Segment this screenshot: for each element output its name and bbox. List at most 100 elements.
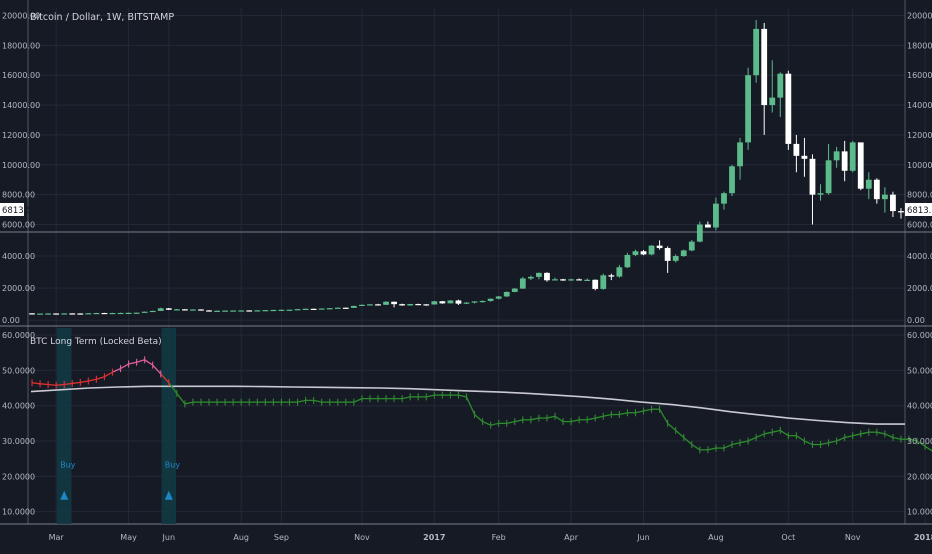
oscillator-segment xyxy=(168,382,178,394)
oscillator-segment xyxy=(176,392,186,405)
candle-body xyxy=(133,312,140,314)
candle-body xyxy=(688,241,695,251)
candle-body xyxy=(721,193,727,204)
price-tick-right: 6000.00 xyxy=(907,221,932,230)
candle-body xyxy=(206,310,212,312)
oscillator-segment xyxy=(160,373,170,384)
candle-body xyxy=(375,304,381,306)
oscillator-segment xyxy=(739,440,749,444)
oscillator-segment xyxy=(635,410,644,414)
candle-body xyxy=(898,211,904,213)
candle-body xyxy=(270,309,277,312)
last-price-right: 6813.52 xyxy=(907,206,932,216)
buy-arrow-icon xyxy=(60,490,69,500)
candle-body xyxy=(278,309,285,311)
oscillator-segment xyxy=(136,359,145,363)
oscillator-segment xyxy=(860,431,869,435)
oscillator-segment xyxy=(892,436,902,440)
oscillator-segment xyxy=(747,436,757,442)
candle-body xyxy=(149,310,156,313)
candle-body xyxy=(350,305,357,308)
oscillator-segment xyxy=(779,429,789,437)
candle-body xyxy=(367,304,373,306)
candle-body xyxy=(568,279,574,281)
oscillator-segment xyxy=(876,431,886,435)
candle-body xyxy=(817,193,824,195)
candle-body xyxy=(624,254,631,268)
time-tick: Mar xyxy=(49,533,65,542)
signal-markers: BuyBuySellSell xyxy=(60,460,181,500)
candle-body xyxy=(785,73,792,144)
oscillator-segment xyxy=(128,361,137,365)
candle-body xyxy=(495,296,502,299)
oscillator-segment xyxy=(820,442,829,446)
moving-average-line xyxy=(30,385,905,425)
price-tick-right: 12000.00 xyxy=(907,131,932,140)
oscillator-segment xyxy=(184,401,194,405)
oscillator-segment xyxy=(844,435,853,439)
candle-body xyxy=(262,310,269,312)
oscillator-segment xyxy=(675,429,685,438)
candle-body xyxy=(334,307,341,309)
oscillator-segment xyxy=(72,381,81,385)
candle-body xyxy=(286,309,293,311)
candle-body xyxy=(680,250,687,257)
candle-body xyxy=(769,97,776,106)
candle-body xyxy=(801,155,808,159)
price-tick-right: 10000.00 xyxy=(907,161,932,170)
candle-body xyxy=(439,301,446,304)
oscillator-segment xyxy=(482,420,491,426)
price-tick-right: 20.0000 xyxy=(907,472,932,481)
candle-body xyxy=(45,313,52,315)
last-price-left: 6813.52 xyxy=(2,206,37,216)
candle-body xyxy=(704,224,711,228)
candle-body xyxy=(190,309,196,311)
oscillator-segment xyxy=(96,376,105,380)
candle-body xyxy=(455,300,462,304)
time-tick: May xyxy=(120,533,137,542)
oscillator-segment xyxy=(884,433,894,439)
candle-body xyxy=(37,313,43,315)
candle-body xyxy=(423,304,430,306)
time-tick: Oct xyxy=(781,533,795,542)
candle-body xyxy=(479,300,486,303)
price-tick-right: 8000.00 xyxy=(907,191,932,200)
candle-body xyxy=(640,251,647,255)
time-tick: 2018 xyxy=(914,533,932,542)
price-tick-left: 60.0000 xyxy=(2,331,35,340)
buy-signal-label: Buy xyxy=(165,460,181,469)
oscillator-segment xyxy=(643,408,652,412)
candle-body xyxy=(825,160,832,194)
price-tick-left: 18000.00 xyxy=(2,41,40,50)
oscillator-segment xyxy=(570,419,580,423)
oscillator-segment xyxy=(683,436,693,446)
candle-body xyxy=(165,308,172,310)
ma-line xyxy=(30,385,905,425)
price-tick-right: 16000.00 xyxy=(907,71,932,80)
candle-body xyxy=(399,304,406,306)
oscillator-segment xyxy=(112,368,121,373)
price-tick-left: 8000.00 xyxy=(2,191,35,200)
oscillator-series xyxy=(31,356,932,454)
candle-body xyxy=(69,313,76,315)
price-tick-left: 10000.00 xyxy=(2,161,40,170)
oscillator-segment xyxy=(40,383,49,386)
candle-body xyxy=(793,143,800,156)
candle-body xyxy=(383,301,389,305)
candle-body xyxy=(672,256,679,261)
time-tick: Aug xyxy=(233,533,249,542)
oscillator-segment xyxy=(506,420,515,424)
oscillator-segment xyxy=(691,443,701,451)
candle-body xyxy=(61,313,68,315)
oscillator-segment xyxy=(530,417,540,421)
buy-signal-band xyxy=(161,328,177,524)
buy-signal-label: Buy xyxy=(60,460,76,469)
price-tick-right: 50.0000 xyxy=(907,366,932,375)
candle-body xyxy=(737,142,743,167)
buy-signal-band xyxy=(56,328,72,524)
candle-body xyxy=(238,310,245,312)
candle-body xyxy=(600,275,607,289)
